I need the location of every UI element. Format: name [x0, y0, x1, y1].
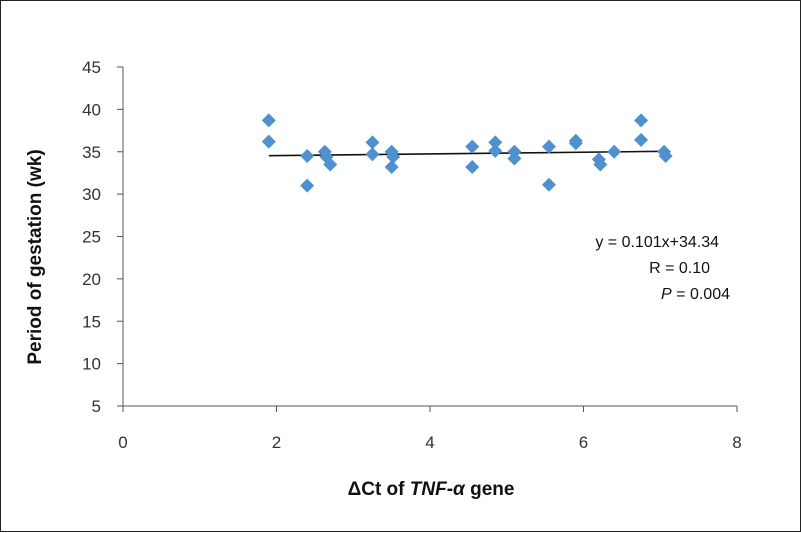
data-point [488, 143, 503, 158]
x-axis-title: ΔCt of TNF-α gene [348, 479, 515, 500]
data-point [568, 136, 583, 151]
regression-equation: y = 0.101x+34.34 [595, 234, 719, 251]
y-tick-label: 25 [82, 228, 101, 247]
data-point [365, 147, 380, 162]
data-point [465, 139, 480, 154]
data-point [300, 148, 315, 163]
data-point [365, 135, 380, 150]
y-tick-label: 30 [82, 185, 101, 204]
p-value-number: = 0.004 [672, 286, 730, 303]
x-tick-label: 0 [118, 433, 127, 452]
p-value-label: P [661, 286, 672, 303]
data-point [634, 113, 649, 128]
data-point [488, 135, 503, 150]
y-tick-label: 45 [82, 58, 101, 77]
x-tick-label: 4 [425, 433, 434, 452]
data-point [607, 144, 622, 159]
trendline-layer [268, 150, 665, 157]
data-point [323, 157, 338, 172]
x-axis-title-suffix: gene [465, 479, 515, 500]
y-axis: 5 10 15 20 25 30 35 40 45 [82, 58, 124, 416]
y-tick-label: 15 [82, 312, 101, 331]
y-tick-label: 20 [82, 270, 101, 289]
data-point [261, 113, 276, 128]
data-point [593, 157, 608, 172]
data-point [658, 148, 673, 163]
data-points [261, 113, 673, 193]
data-point [300, 178, 315, 193]
y-tick-label: 40 [82, 100, 101, 119]
x-tick-label: 6 [579, 433, 588, 452]
x-axis: 0 2 4 6 8 [118, 405, 742, 452]
x-tick-label: 8 [732, 433, 741, 452]
y-tick-label: 5 [92, 397, 101, 416]
data-point [634, 132, 649, 147]
data-point [465, 160, 480, 175]
data-point [507, 151, 522, 166]
y-axis-title: Period of gestation (wk) [25, 149, 46, 364]
trendline [268, 150, 665, 157]
data-point [384, 160, 399, 175]
x-tick-label: 2 [272, 433, 281, 452]
data-point [261, 134, 276, 149]
y-tick-label: 10 [82, 355, 101, 374]
y-tick-label: 35 [82, 143, 101, 162]
correlation-value: R = 0.10 [649, 260, 710, 277]
data-point [386, 149, 401, 164]
x-axis-title-gene: TNF-α [410, 479, 466, 500]
x-axis-title-prefix: ΔCt of [348, 479, 410, 500]
data-point [541, 139, 556, 154]
data-point [541, 177, 556, 192]
p-value-annotation: P = 0.004 [661, 286, 730, 303]
